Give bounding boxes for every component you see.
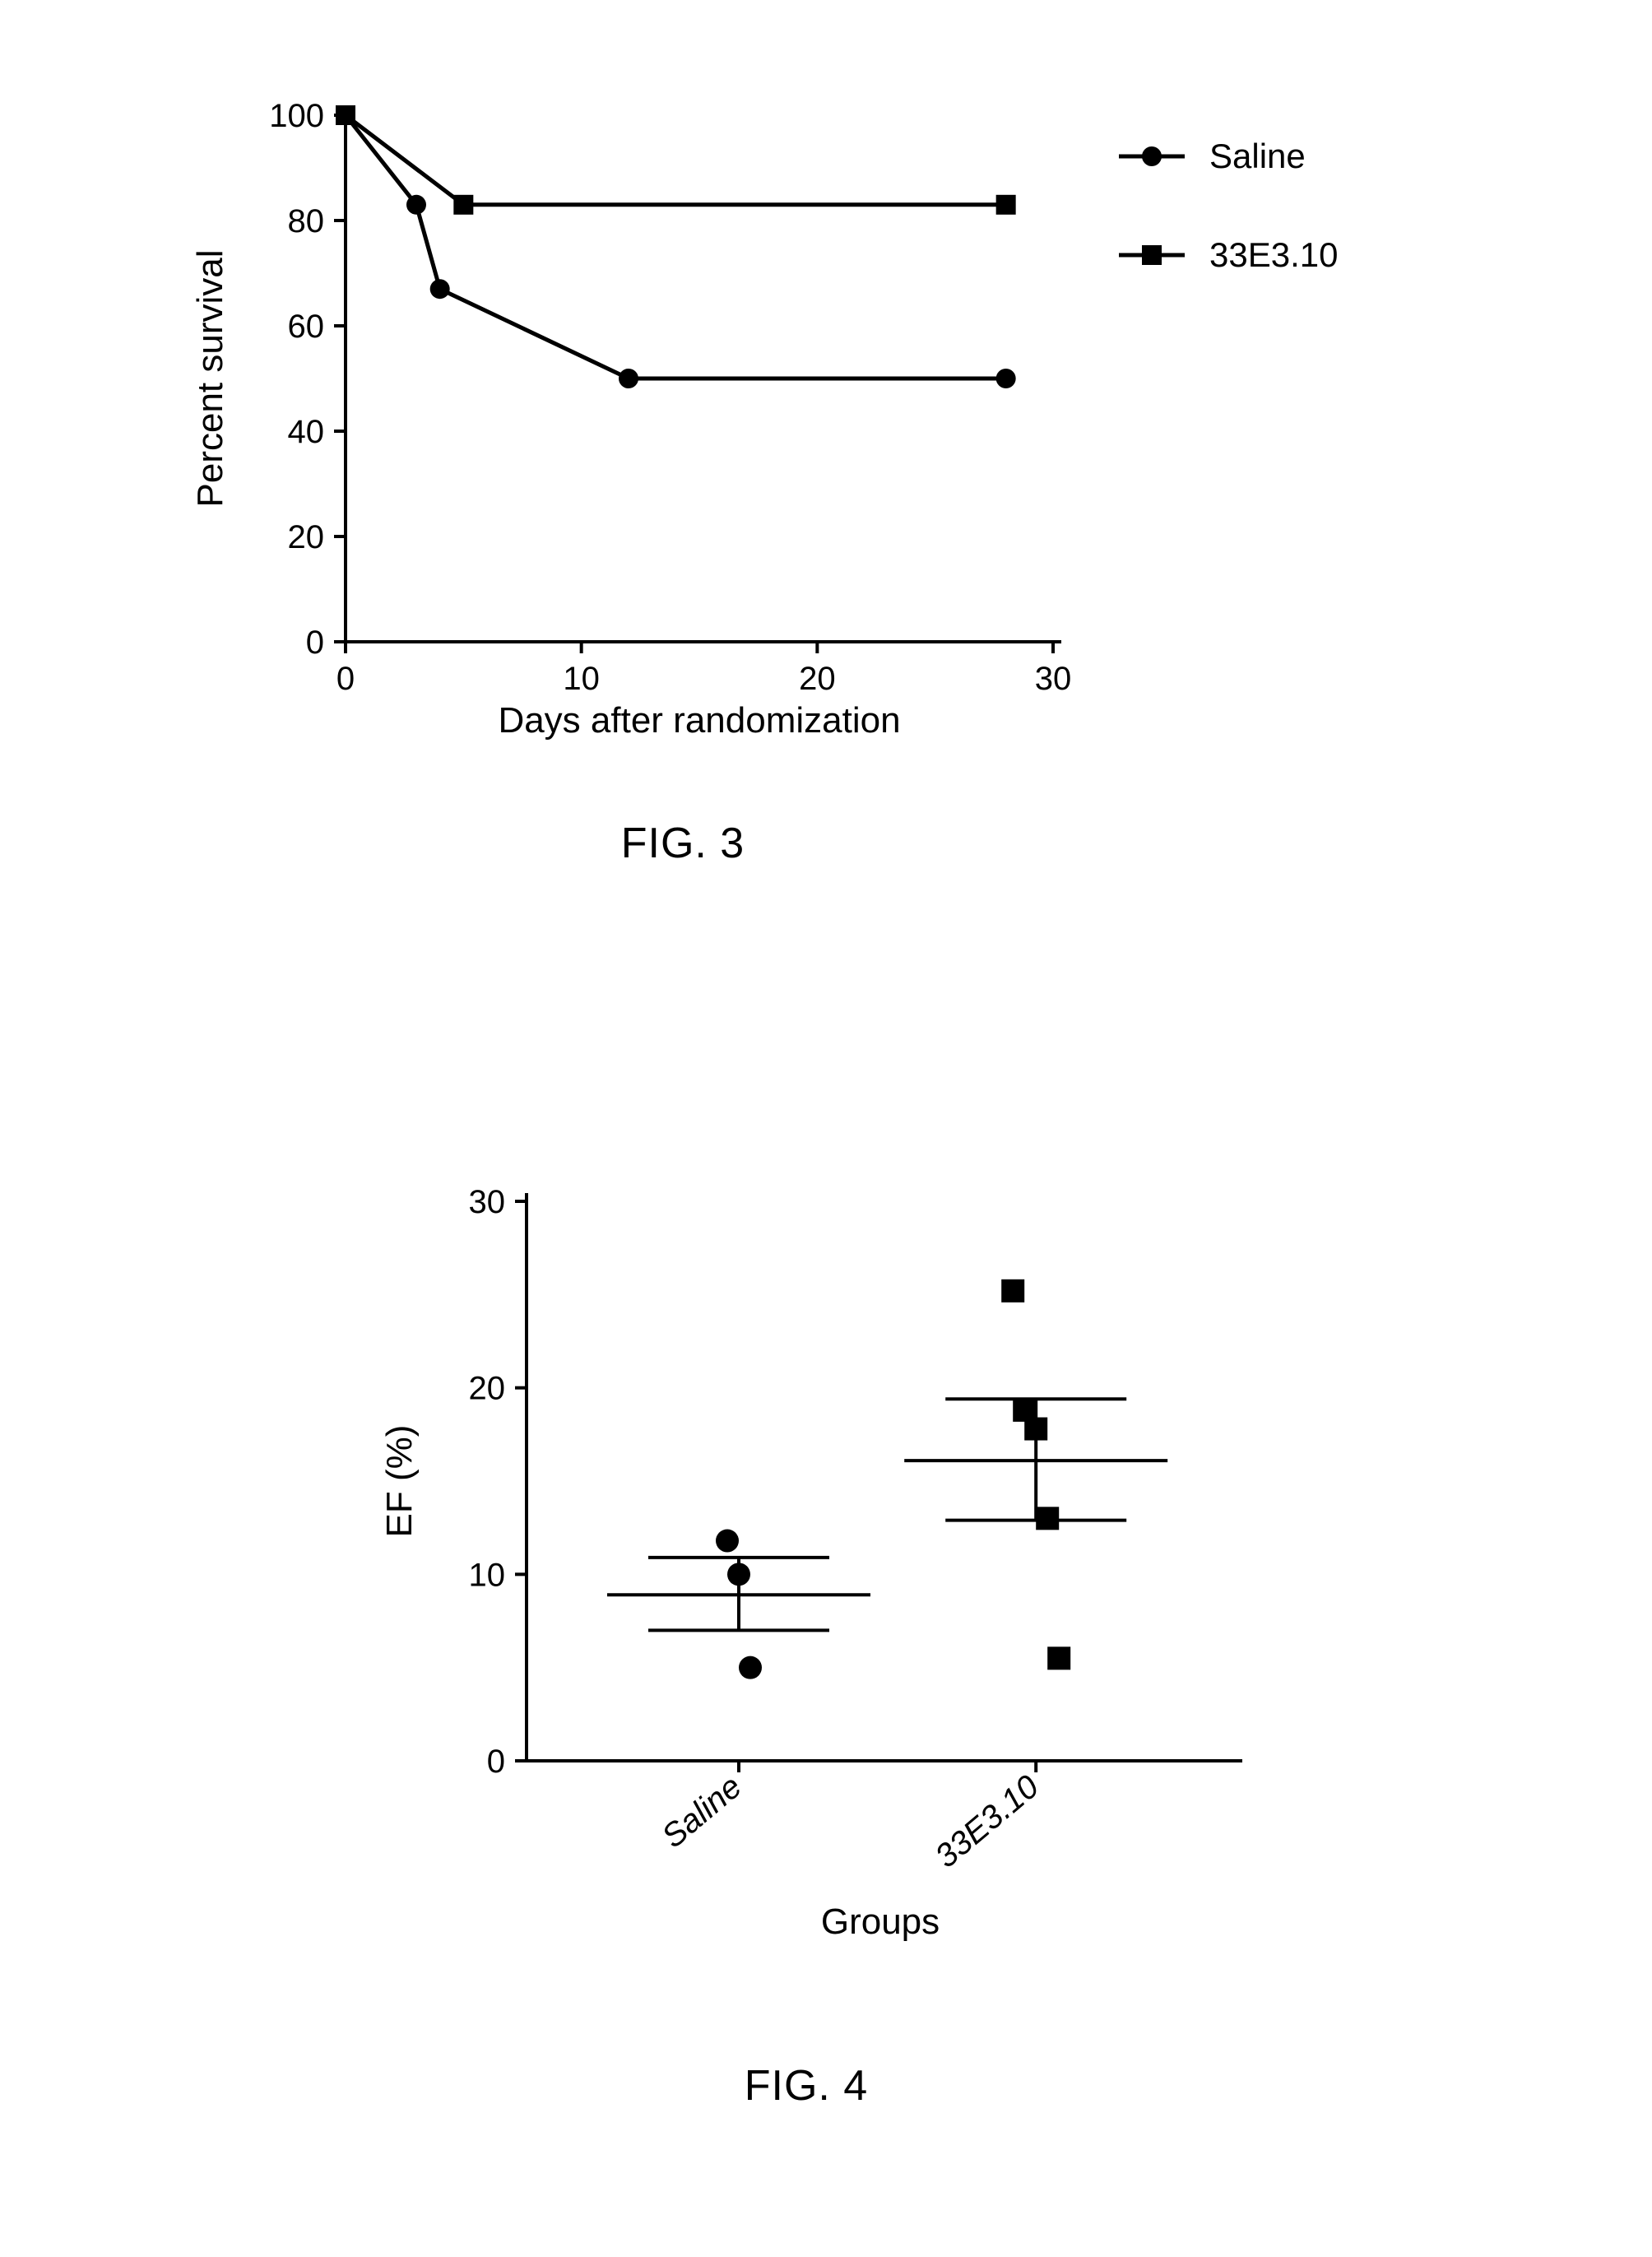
svg-text:30: 30 <box>1035 661 1072 697</box>
figure-3-chart: 0 10 20 30 0 20 40 60 80 100 Days after randomizat… <box>148 66 1506 782</box>
svg-text:100: 100 <box>269 98 324 134</box>
svg-text:10: 10 <box>563 661 600 697</box>
svg-text:Percent survival: Percent survival <box>190 249 230 507</box>
svg-text:0: 0 <box>336 661 355 697</box>
figure-4-container: 0 10 20 30 Saline 33E3.10 Groups EF (%) FIG. 4 <box>313 1135 1300 2111</box>
svg-text:40: 40 <box>288 414 325 450</box>
svg-text:Saline: Saline <box>1209 137 1306 175</box>
svg-text:0: 0 <box>487 1744 505 1780</box>
figure-3-container: 0 10 20 30 0 20 40 60 80 100 Days after randomizat… <box>148 66 1506 868</box>
svg-text:Saline: Saline <box>655 1768 748 1855</box>
svg-text:Groups: Groups <box>821 1902 940 1942</box>
svg-text:20: 20 <box>799 661 836 697</box>
svg-text:10: 10 <box>469 1557 506 1593</box>
figure-3-caption: FIG. 3 <box>230 819 1135 868</box>
figure-4-caption: FIG. 4 <box>313 2061 1300 2111</box>
svg-text:20: 20 <box>288 519 325 555</box>
svg-text:33E3.10: 33E3.10 <box>929 1768 1046 1875</box>
svg-text:30: 30 <box>469 1184 506 1220</box>
svg-text:33E3.10: 33E3.10 <box>1209 235 1338 274</box>
svg-text:Days after randomization: Days after randomization <box>498 700 900 741</box>
svg-text:20: 20 <box>469 1371 506 1407</box>
figure-4-chart: 0 10 20 30 Saline 33E3.10 Groups EF (%) <box>313 1135 1300 2024</box>
svg-text:60: 60 <box>288 309 325 345</box>
svg-text:80: 80 <box>288 203 325 239</box>
svg-text:EF (%): EF (%) <box>379 1425 420 1538</box>
svg-text:0: 0 <box>306 625 324 661</box>
